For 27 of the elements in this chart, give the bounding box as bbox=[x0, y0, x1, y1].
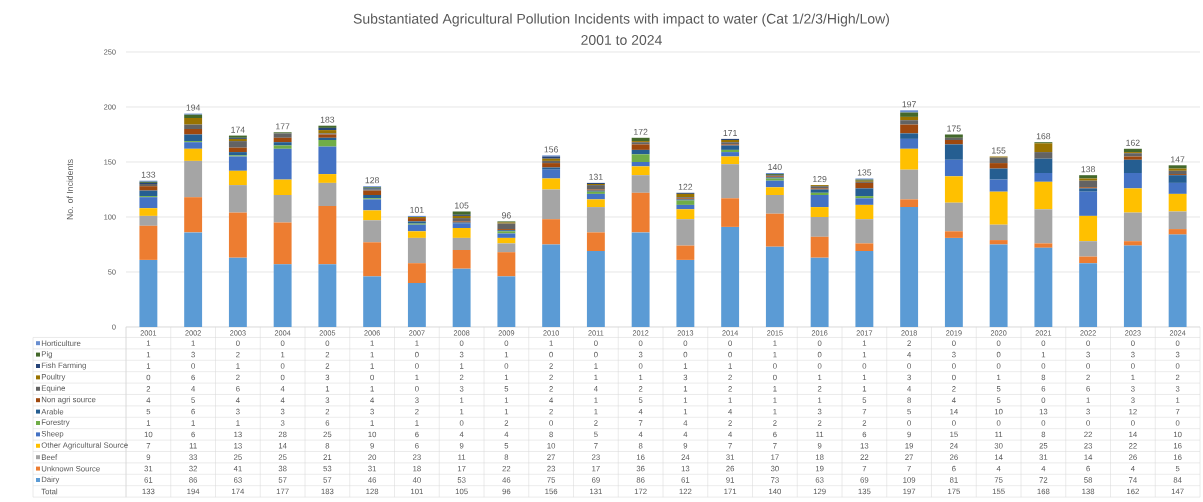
total-label: 96 bbox=[501, 212, 511, 219]
total-label: 172 bbox=[634, 128, 648, 135]
total-label: 156 bbox=[544, 146, 558, 153]
total-label: 174 bbox=[231, 126, 245, 133]
total-label: 101 bbox=[410, 206, 424, 213]
total-label: 194 bbox=[186, 104, 201, 111]
total-label: 168 bbox=[1036, 133, 1051, 140]
chart-subtitle: 2001 to 2024 bbox=[581, 35, 662, 45]
total-label: 131 bbox=[589, 173, 603, 180]
total-label: 128 bbox=[365, 177, 379, 184]
chart-title: Substantiated Agricultural Pollution Incidents with impact to water (Cat 1/2/3/High/Low) bbox=[353, 13, 890, 27]
total-label: 155 bbox=[992, 147, 1006, 154]
total-label: 177 bbox=[276, 123, 290, 130]
total-label: 162 bbox=[1126, 139, 1140, 146]
total-label: 197 bbox=[902, 101, 916, 108]
total-label: 147 bbox=[1171, 156, 1185, 163]
total-label: 175 bbox=[947, 125, 961, 132]
total-label: 138 bbox=[1081, 166, 1095, 173]
total-label: 183 bbox=[320, 116, 335, 123]
total-label: 135 bbox=[857, 169, 872, 176]
total-label: 129 bbox=[813, 176, 827, 183]
y-axis-title: No. of Incidents bbox=[66, 159, 73, 220]
total-label: 133 bbox=[141, 171, 156, 178]
total-label: 105 bbox=[455, 202, 469, 209]
total-label: 171 bbox=[723, 130, 737, 136]
total-label: 122 bbox=[678, 183, 693, 190]
total-label: 140 bbox=[768, 163, 782, 171]
